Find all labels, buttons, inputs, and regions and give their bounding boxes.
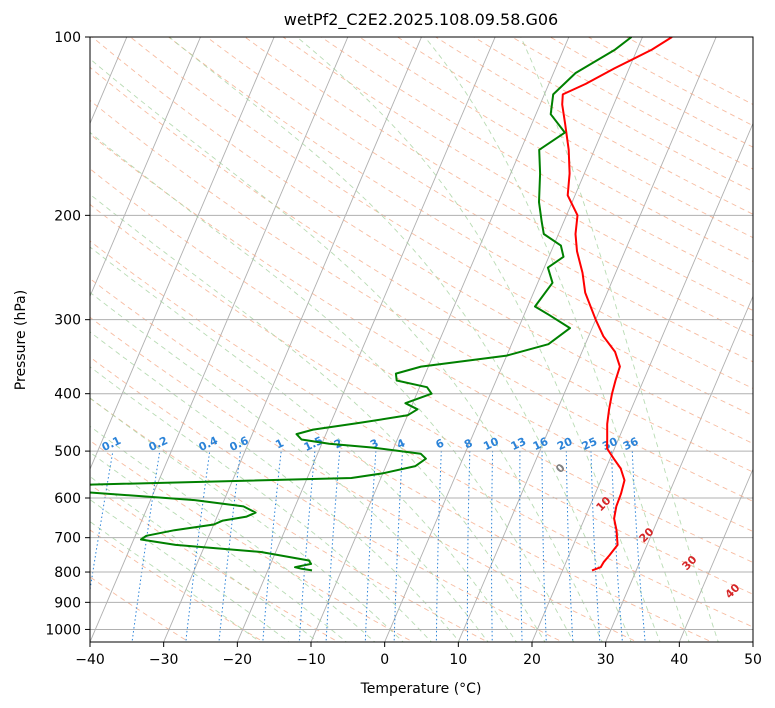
y-tick-label: 600 bbox=[54, 491, 81, 507]
x-tick-label: −30 bbox=[149, 652, 179, 668]
y-tick-label: 700 bbox=[54, 531, 81, 547]
x-tick-label: −20 bbox=[223, 652, 253, 668]
mixing-ratio-label: 13 bbox=[509, 435, 528, 453]
mixing-ratio-label: 20 bbox=[555, 435, 575, 453]
y-tick-label: 500 bbox=[54, 444, 81, 460]
x-axis-title: Temperature (°C) bbox=[360, 681, 482, 697]
x-tick-label: 40 bbox=[670, 652, 688, 668]
x-tick-label: 0 bbox=[380, 652, 389, 668]
dry-adiabat-line bbox=[90, 99, 753, 502]
isotherm-line bbox=[90, 37, 275, 471]
x-tick-label: 20 bbox=[523, 652, 541, 668]
y-axis: 100 200 300 400 500 600 700 800 900 1000 bbox=[45, 30, 90, 638]
mixing-ratio-line bbox=[590, 451, 601, 642]
isotherm-line bbox=[531, 122, 753, 642]
isotherm-line bbox=[605, 295, 753, 642]
mixing-ratio-line bbox=[393, 451, 403, 642]
isotherm-line bbox=[310, 37, 570, 642]
pressure-grid bbox=[90, 37, 753, 630]
y-tick-label: 900 bbox=[54, 595, 81, 611]
dry-adiabat-line bbox=[91, 37, 753, 445]
mixing-ratio-line bbox=[565, 451, 574, 642]
series-layer bbox=[90, 37, 673, 572]
dewpoint-profile-line bbox=[90, 37, 633, 572]
y-tick-label: 100 bbox=[54, 30, 81, 46]
isotherm-line bbox=[384, 37, 643, 642]
y-tick-label: 300 bbox=[54, 313, 81, 329]
y-tick-label: 800 bbox=[54, 565, 81, 581]
moist-adiabat-line bbox=[424, 37, 690, 642]
x-tick-label: 10 bbox=[449, 652, 467, 668]
y-tick-label: 400 bbox=[54, 387, 81, 403]
mixing-ratio-label: 16 bbox=[531, 435, 551, 453]
plot-area: 0.10.20.40.611.52346810131620253036-100-… bbox=[90, 37, 753, 642]
mixing-ratio-line bbox=[364, 451, 377, 642]
dry-adiabat-line bbox=[90, 316, 639, 642]
moist-adiabat-line bbox=[520, 37, 719, 642]
mixing-ratio-line bbox=[541, 451, 547, 642]
isotherm-line bbox=[90, 37, 201, 298]
dry-adiabat-line bbox=[90, 168, 753, 563]
y-tick-label: 1000 bbox=[45, 622, 81, 638]
mixing-ratio-line bbox=[466, 451, 471, 642]
mixing-ratio-line bbox=[519, 451, 523, 642]
plot-frame bbox=[89, 36, 754, 643]
moist-adiabat-line bbox=[90, 246, 517, 642]
x-tick-label: −40 bbox=[75, 652, 105, 668]
x-axis: −40 −30 −20 −10 0 10 20 30 40 50 bbox=[75, 642, 762, 668]
temperature-profile-line bbox=[561, 37, 673, 572]
mixing-ratio-label: 30 bbox=[600, 435, 620, 453]
mixing-ratio-label: 36 bbox=[621, 435, 641, 453]
mixing-ratio-label: 10 bbox=[481, 435, 501, 453]
mixing-ratio-line bbox=[491, 451, 494, 642]
dry-adiabat-line bbox=[90, 133, 753, 532]
isotherm-line bbox=[90, 37, 349, 642]
mixing-ratio-line bbox=[435, 451, 442, 642]
y-axis-title: Pressure (hPa) bbox=[13, 290, 29, 390]
moist-adiabat-line bbox=[90, 366, 432, 642]
chart-title: wetPf2_C2E2.2025.108.09.58.G06 bbox=[284, 10, 558, 30]
x-tick-label: −10 bbox=[296, 652, 326, 668]
dry-adiabat-line bbox=[244, 37, 753, 337]
isotherm-line bbox=[163, 37, 422, 642]
dry-adiabat-line bbox=[320, 37, 753, 287]
y-tick-label: 200 bbox=[54, 208, 81, 224]
dry-adiabat-line bbox=[167, 37, 753, 389]
isotherm-line bbox=[236, 37, 496, 642]
x-tick-label: 50 bbox=[744, 652, 762, 668]
isotherm-line bbox=[457, 37, 717, 642]
isotherm-line bbox=[678, 467, 753, 642]
x-tick-label: 30 bbox=[597, 652, 615, 668]
mixing-ratio-label: 25 bbox=[580, 435, 599, 453]
